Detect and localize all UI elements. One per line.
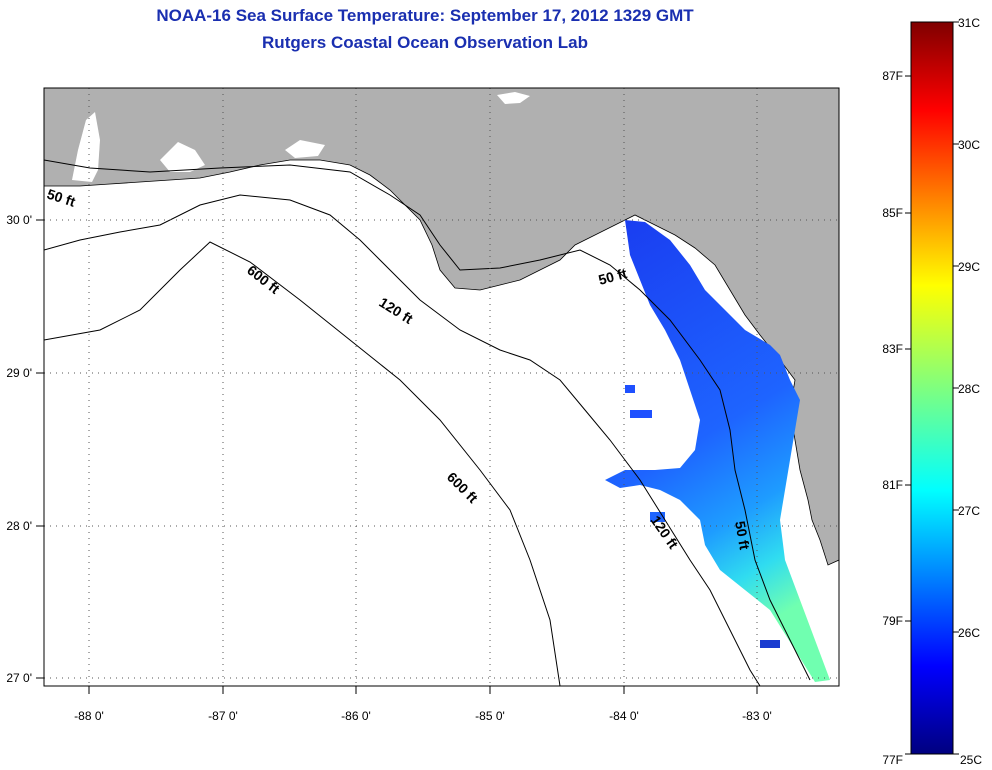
bay xyxy=(72,112,100,182)
map-frame xyxy=(43,87,840,687)
lat-label: 28 0' xyxy=(6,519,32,533)
land-mass xyxy=(44,88,839,566)
colorbar-f-label: 85F xyxy=(882,206,903,220)
sst-patch xyxy=(650,512,665,522)
sst-patch xyxy=(625,385,635,393)
contour-label: 50 ft xyxy=(732,520,753,551)
sst-patch xyxy=(760,640,780,648)
colorbar-f-label: 79F xyxy=(882,614,903,628)
colorbar-c-label: 25C xyxy=(960,753,982,767)
sst-swath xyxy=(605,220,830,682)
lat-label: 29 0' xyxy=(6,366,32,380)
colorbar-f-label: 87F xyxy=(882,69,903,83)
map-subtitle: Rutgers Coastal Ocean Observation Lab xyxy=(262,33,588,52)
colorbar-c-label: 31C xyxy=(958,16,980,30)
colorbar-f-label: 81F xyxy=(882,478,903,492)
lon-label: -83 0' xyxy=(742,709,772,723)
lon-label: -84 0' xyxy=(609,709,639,723)
contour-50ft xyxy=(44,159,811,681)
contour-120ft xyxy=(44,194,761,686)
colorbar-c-label: 27C xyxy=(958,504,980,518)
lake xyxy=(497,92,530,104)
map-title: NOAA-16 Sea Surface Temperature: Septemb… xyxy=(156,6,694,25)
contour-label: 50 ft xyxy=(597,265,629,288)
sst-patch xyxy=(630,410,652,418)
colorbar-c-label: 30C xyxy=(958,138,980,152)
colorbar-c-label: 26C xyxy=(958,626,980,640)
bay xyxy=(285,140,325,158)
colorbar xyxy=(910,21,954,755)
colorbar-c-label: 29C xyxy=(958,260,980,274)
colorbar-f-label: 77F xyxy=(882,753,903,767)
lat-label: 27 0' xyxy=(6,671,32,685)
colorbar-c-label: 28C xyxy=(958,382,980,396)
lon-label: -85 0' xyxy=(475,709,505,723)
bay xyxy=(160,142,205,172)
colorbar-f-label: 83F xyxy=(882,342,903,356)
lon-label: -88 0' xyxy=(74,709,104,723)
lat-label: 30 0' xyxy=(6,213,32,227)
lon-label: -86 0' xyxy=(341,709,371,723)
contour-600ft xyxy=(44,241,561,686)
lon-label: -87 0' xyxy=(208,709,238,723)
